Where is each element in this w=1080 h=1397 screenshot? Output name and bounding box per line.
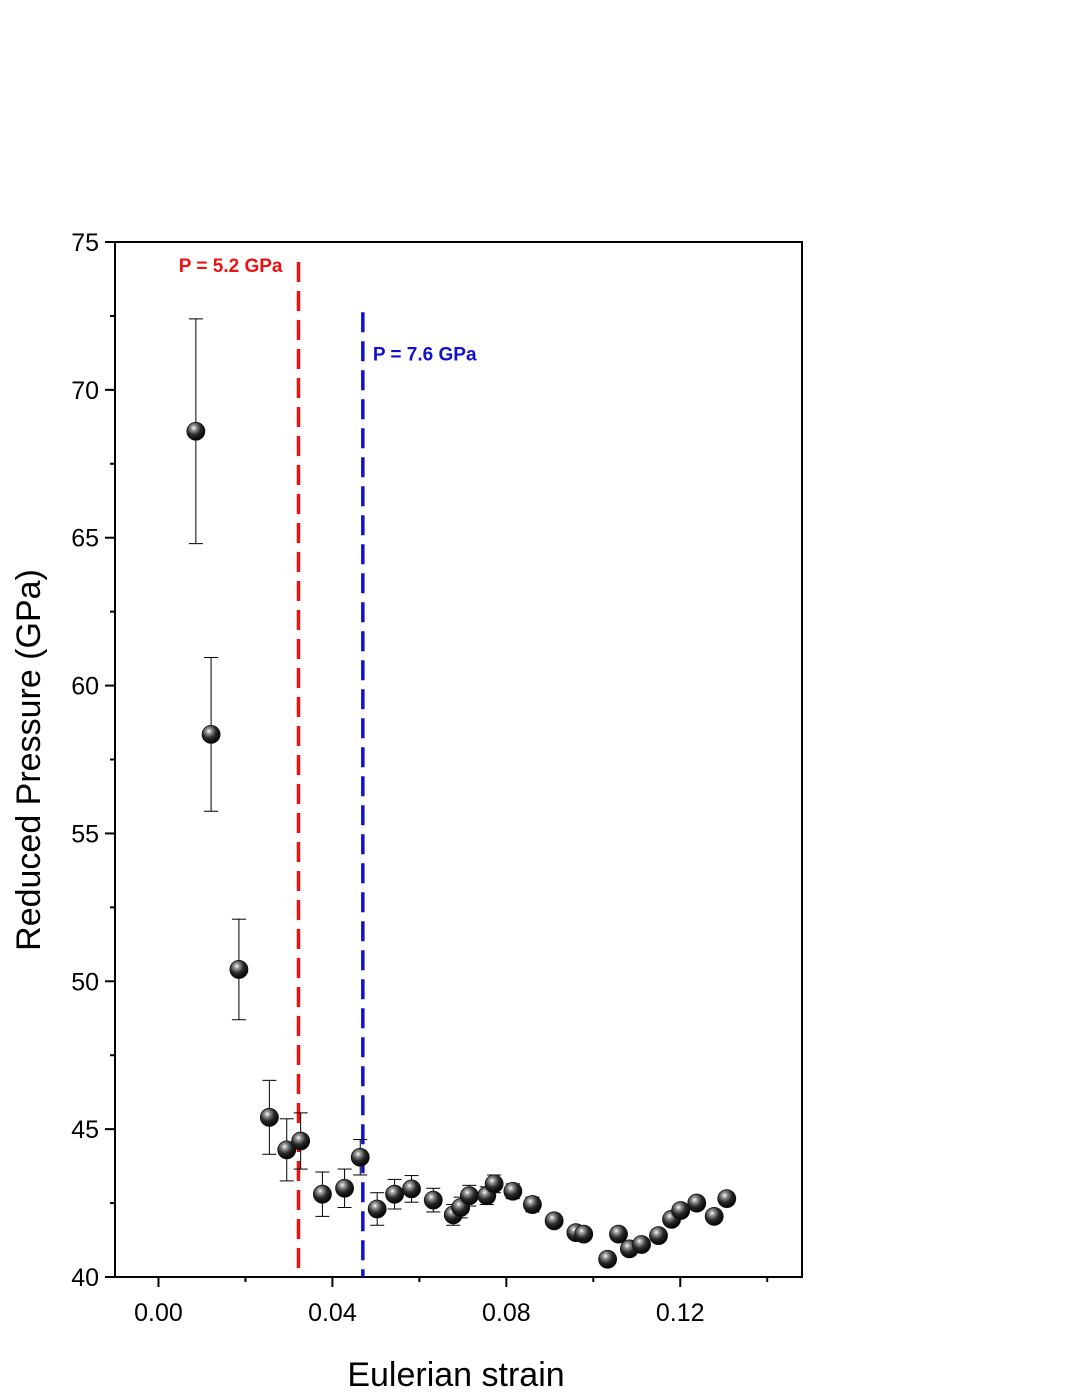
data-point [704, 1206, 724, 1226]
reference-line-label: P = 7.6 GPa [373, 344, 477, 365]
data-point [335, 1178, 354, 1198]
data-point [598, 1249, 618, 1269]
data-point [402, 1179, 421, 1199]
x-axis: 0.00 0.04 0.08 0.12 [134, 1277, 769, 1327]
data-point [544, 1211, 564, 1231]
data-point [574, 1224, 594, 1244]
data-point [523, 1195, 542, 1214]
data-point [259, 1107, 279, 1127]
data-point [459, 1186, 479, 1206]
data-point [671, 1201, 691, 1220]
y-axis: 40 45 50 55 60 65 70 75 [71, 229, 115, 1292]
data-point [632, 1235, 651, 1254]
y-tick-label: 75 [71, 229, 99, 257]
data-point [649, 1226, 668, 1245]
x-tick-label: 0.00 [134, 1299, 183, 1327]
reference-lines: P = 5.2 GPa P = 7.6 GPa [179, 256, 477, 1277]
data-point [277, 1140, 297, 1160]
y-tick-label: 60 [71, 673, 99, 701]
data-points [186, 421, 737, 1269]
y-tick-label: 50 [71, 968, 99, 996]
data-point [186, 421, 206, 441]
y-axis-title: Reduced Pressure (GPa) [10, 569, 48, 951]
x-tick-label: 0.08 [482, 1299, 531, 1327]
data-point [717, 1189, 737, 1209]
data-point [350, 1147, 370, 1167]
x-tick-label: 0.12 [656, 1299, 705, 1327]
data-point [229, 960, 249, 979]
data-point [385, 1184, 404, 1204]
data-point [201, 724, 221, 744]
data-point [291, 1131, 311, 1151]
x-tick-label: 0.04 [308, 1299, 357, 1327]
reference-line-label: P = 5.2 GPa [179, 256, 283, 277]
y-tick-label: 45 [71, 1116, 99, 1144]
y-tick-label: 70 [71, 377, 99, 405]
plot-frame [114, 241, 803, 1278]
y-tick-label: 65 [71, 525, 99, 553]
x-axis-title: Eulerian strain [347, 1356, 564, 1394]
data-point [687, 1193, 707, 1213]
data-point [423, 1190, 443, 1210]
y-tick-label: 40 [71, 1264, 99, 1292]
data-point [367, 1199, 387, 1219]
data-point [503, 1181, 523, 1201]
data-point [313, 1184, 332, 1204]
y-tick-label: 55 [71, 820, 99, 848]
data-point [609, 1224, 628, 1244]
data-point [484, 1174, 504, 1194]
